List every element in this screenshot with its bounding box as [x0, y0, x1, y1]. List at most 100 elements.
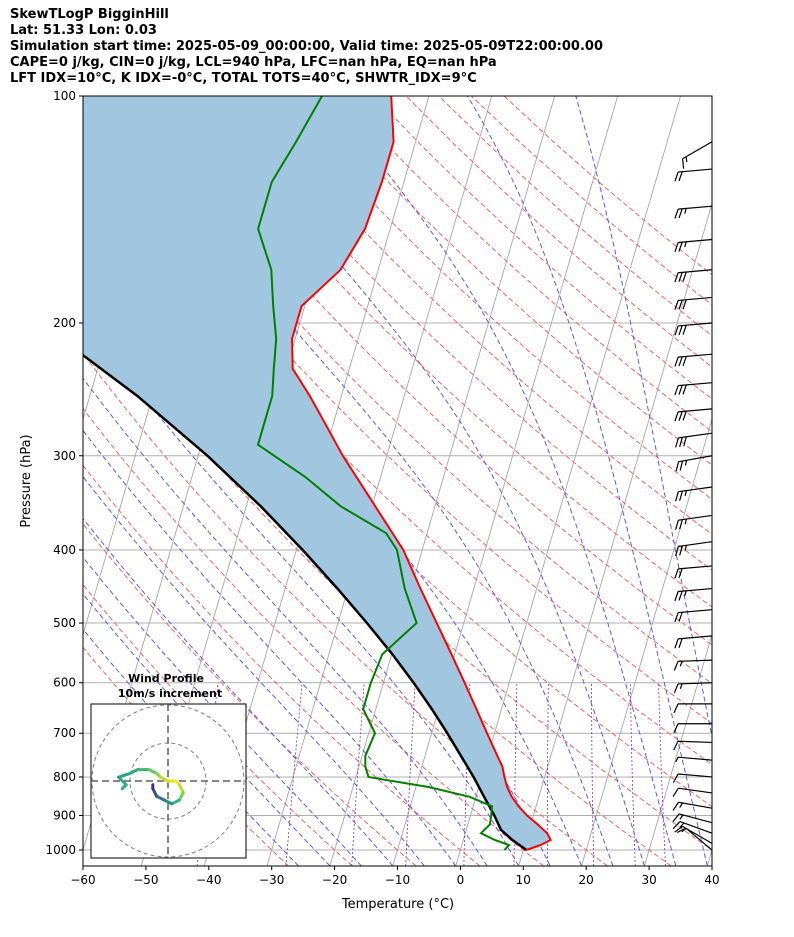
moist-adiabat	[575, 96, 712, 740]
wind-barb	[675, 541, 713, 557]
y-tick-label: 100	[53, 89, 76, 103]
y-tick-label: 800	[53, 770, 76, 784]
wind-barb	[672, 773, 713, 783]
isotherm	[706, 848, 712, 866]
hodograph-subtitle: 10m/s increment	[118, 687, 222, 700]
wind-barb	[673, 659, 713, 671]
y-tick-label: 1000	[45, 843, 76, 857]
isotherm	[455, 96, 681, 866]
dry-adiabat	[340, 96, 712, 433]
y-axis-label: Pressure (hPa)	[19, 434, 34, 527]
wind-barb	[672, 813, 713, 824]
x-axis-ticks: −60 −50 −40 −30 −20 −10 0 10 20 30 40	[70, 866, 720, 887]
mixing-ratio-line	[405, 682, 416, 866]
moist-adiabat	[83, 475, 425, 866]
x-tick-label: −50	[133, 873, 158, 887]
y-tick-label: 300	[53, 449, 76, 463]
cape-line: CAPE=0 j/kg, CIN=0 j/kg, LCL=940 hPa, LF…	[10, 55, 497, 70]
x-tick-label: 10	[516, 873, 531, 887]
dry-adiabat	[471, 96, 712, 306]
dry-adiabat	[83, 352, 608, 866]
dry-adiabat	[242, 96, 712, 535]
isotherm	[581, 417, 712, 866]
wind-barb	[673, 723, 712, 733]
cin-fill-area	[83, 96, 551, 850]
wind-barb	[674, 382, 713, 396]
wind-barb	[675, 455, 713, 472]
wind-barb	[674, 825, 713, 844]
y-axis-ticks: 100 200 300 400 500 600 700 800 900 1000	[45, 89, 83, 857]
parcel-profile-line	[83, 353, 528, 852]
hodograph-plot	[91, 704, 246, 858]
mixing-ratio-line	[629, 682, 636, 866]
wind-barb	[674, 635, 713, 649]
y-tick-label: 400	[53, 543, 76, 557]
y-tick-label: 500	[53, 616, 76, 630]
moist-adiabat	[83, 517, 394, 866]
wind-barb	[674, 609, 713, 623]
moist-adiabat	[83, 377, 488, 866]
moist-adiabat	[83, 317, 520, 866]
x-tick-label: 20	[579, 873, 594, 887]
wind-barb	[672, 821, 713, 834]
wind-barb	[675, 432, 713, 448]
wind-barb	[674, 238, 713, 252]
cin-shading	[83, 96, 551, 850]
isotherm	[770, 96, 794, 866]
y-tick-label: 700	[53, 726, 76, 740]
wind-barb	[681, 141, 713, 169]
x-tick-label: −10	[385, 873, 410, 887]
isotherm	[329, 96, 556, 866]
wind-barb	[676, 827, 713, 851]
hodograph-title: Wind Profile	[128, 672, 204, 685]
wind-barbs	[672, 141, 713, 851]
moist-adiabat	[83, 556, 362, 866]
mixing-ratio-line	[658, 682, 666, 866]
wind-barb	[673, 703, 712, 714]
isotherm	[266, 96, 493, 866]
x-tick-label: 30	[641, 873, 656, 887]
temperature-line	[290, 96, 553, 851]
wind-barb	[674, 269, 713, 283]
mixing-ratio-line	[351, 682, 365, 866]
y-tick-label: 600	[53, 676, 76, 690]
moist-adiabat	[466, 96, 708, 866]
wind-barb	[674, 565, 713, 579]
index-line: LFT IDX=10°C, K IDX=-0°C, TOTAL TOTS=40°…	[10, 71, 477, 86]
wind-barb	[673, 682, 713, 694]
x-tick-label: −40	[196, 873, 221, 887]
chart-header: SkewTLogP BigginHill Lat: 51.33 Lon: 0.0…	[10, 7, 790, 87]
x-tick-label: −60	[70, 873, 95, 887]
wind-barb	[675, 756, 713, 763]
moist-adiabat	[83, 593, 331, 866]
dry-adiabat	[308, 96, 712, 466]
x-tick-label: −30	[259, 873, 284, 887]
wind-barb	[674, 168, 713, 182]
hodograph-segment	[117, 771, 132, 779]
x-tick-label: 0	[457, 873, 465, 887]
wind-barb	[672, 801, 713, 811]
moist-adiabat	[324, 96, 677, 866]
sounding-profiles	[83, 96, 553, 852]
wind-barb	[674, 353, 713, 367]
isotherm	[518, 202, 712, 866]
mixing-ratio-line	[591, 682, 595, 866]
wind-barb	[672, 787, 713, 797]
dry-adiabat	[503, 96, 712, 276]
wind-barb	[674, 322, 713, 336]
isotherm	[644, 632, 712, 866]
x-tick-label: 40	[704, 873, 719, 887]
wind-barb	[673, 740, 713, 751]
isotherm	[392, 96, 619, 866]
dry-adiabat	[83, 464, 481, 866]
dewpoint-line	[256, 96, 511, 851]
dry-adiabat	[112, 96, 712, 685]
wind-barb	[674, 408, 713, 422]
moist-adiabat	[83, 429, 457, 866]
wind-barb	[674, 296, 713, 310]
chart-title: SkewTLogP BigginHill	[10, 7, 169, 22]
y-tick-label: 200	[53, 316, 76, 330]
moist-adiabat	[83, 628, 299, 866]
location-line: Lat: 51.33 Lon: 0.03	[10, 23, 157, 38]
